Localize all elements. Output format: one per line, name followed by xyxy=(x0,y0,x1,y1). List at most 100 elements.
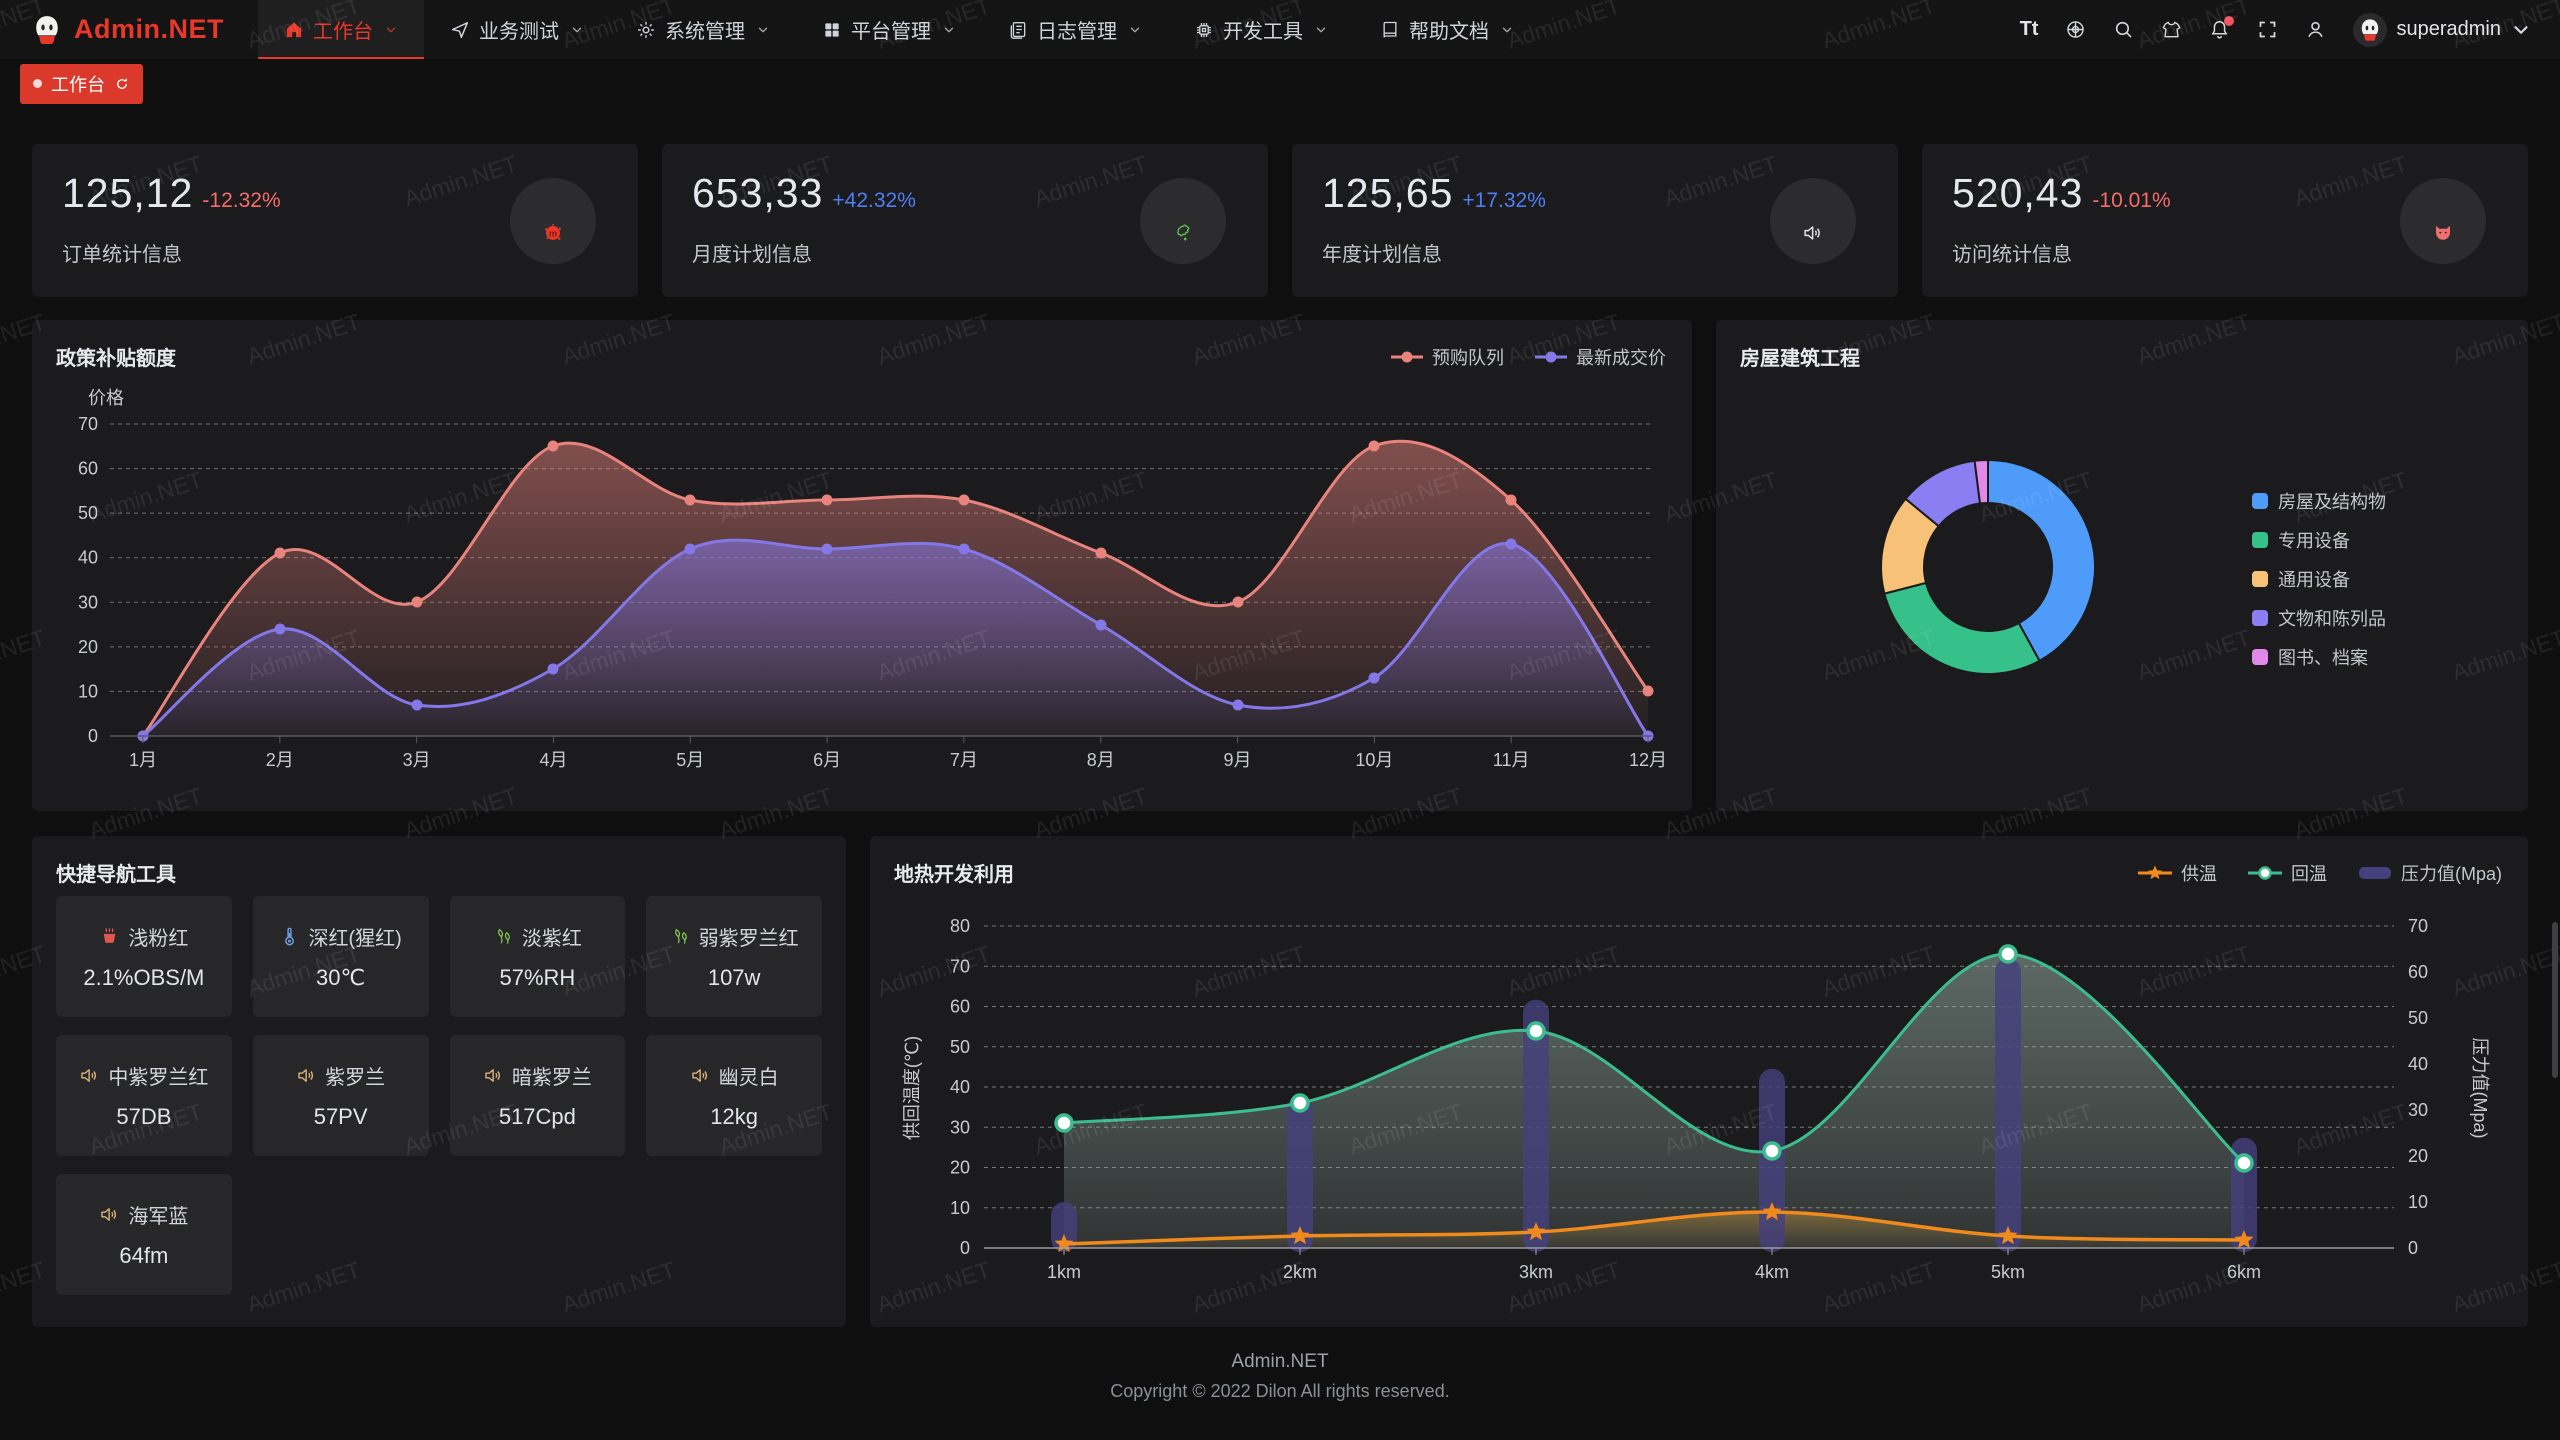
quick-nav-item-8[interactable]: 幽灵白 12kg xyxy=(646,1035,822,1156)
brazier-icon xyxy=(99,926,120,947)
legend-bar-marker-icon xyxy=(2357,865,2393,881)
legend-item-供温[interactable]: 供温 xyxy=(2137,860,2217,886)
legend-swatch-icon xyxy=(2252,571,2268,587)
stat-label: 年度计划信息 xyxy=(1322,244,1442,266)
footer: Admin.NET Copyright © 2022 Dilon All rig… xyxy=(0,1327,2560,1402)
stat-value: 125,65 xyxy=(1322,170,1454,216)
profile-icon xyxy=(2305,19,2326,40)
donut-slice-房屋及结构物[interactable] xyxy=(1987,458,2096,663)
policy-area-chart: 价格 0 10 20 30 40 50 60 70 1月 2月 3月 4月 5月 6月 7月 8月 9月 10月 11… xyxy=(78,388,1667,770)
tabbar: 工作台 xyxy=(0,60,2560,107)
stat-icon-circle xyxy=(1770,178,1856,264)
quick-nav-item-5[interactable]: 中紫罗兰红 57DB xyxy=(56,1035,232,1156)
legend-item-专用设备[interactable]: 专用设备 xyxy=(2252,527,2386,553)
quick-nav-item-value: 107w xyxy=(707,965,761,990)
svg-text:价格: 价格 xyxy=(88,388,124,408)
legend-label: 通用设备 xyxy=(2278,570,2350,590)
house-chart-panel: 房屋建筑工程 房屋及结构物 专用设备通用设备文物和陈列品 图书、档案 xyxy=(1716,320,2528,811)
home-icon xyxy=(284,20,304,40)
theme-icon[interactable] xyxy=(2161,19,2182,40)
stat-icon-circle xyxy=(2400,178,2486,264)
quick-nav-item-2[interactable]: 深红(猩红) 30℃ xyxy=(252,896,429,1017)
svg-text:1月: 1月 xyxy=(129,750,157,770)
menu-item-workbench[interactable]: 工作台 xyxy=(258,0,424,59)
legend-item-房屋及结构物[interactable]: 房屋及结构物 xyxy=(2252,488,2386,514)
main-menu: 工作台 业务测试 系统管理 平台管理 日志管理 开发工具 帮助文档 xyxy=(258,0,1540,59)
geothermal-chart-legend: 供温 回温 压力值(Mpa) xyxy=(2137,860,2502,886)
svg-text:10: 10 xyxy=(950,1198,970,1218)
quick-nav-item-name: 幽灵白 xyxy=(718,1067,779,1089)
profile-icon[interactable] xyxy=(2305,19,2326,40)
svg-text:供回温度(℃): 供回温度(℃) xyxy=(902,1036,922,1140)
donut-slice-图书、档案[interactable] xyxy=(1973,458,1989,505)
leaf-icon xyxy=(670,926,691,947)
stat-card-line: 653,33 +42.32% xyxy=(692,170,1238,217)
svg-text:5km: 5km xyxy=(1991,1262,2025,1282)
svg-text:11月: 11月 xyxy=(1493,750,1530,770)
svg-text:2km: 2km xyxy=(1283,1262,1317,1282)
donut-slice-专用设备[interactable] xyxy=(1883,581,2041,675)
user-name: superadmin xyxy=(2396,18,2501,40)
quick-nav-item-name: 弱紫罗兰红 xyxy=(698,928,799,950)
legend-item-图书、档案[interactable]: 图书、档案 xyxy=(2252,644,2386,670)
chevron-down-icon xyxy=(570,23,584,37)
quick-nav-item-7[interactable]: 暗紫罗兰 517Cpd xyxy=(449,1035,626,1156)
legend-item-最新成交价[interactable]: 最新成交价 xyxy=(1534,344,1666,370)
geothermal-mixed-chart: 0 10 20 30 40 50 60 70 80 0 10 20 30 40 50 60 70 供回温度(℃) 压… xyxy=(902,916,2490,1282)
tab-workbench[interactable]: 工作台 xyxy=(20,63,143,104)
speaker-icon xyxy=(79,1065,100,1086)
svg-text:2月: 2月 xyxy=(266,750,294,770)
svg-text:8月: 8月 xyxy=(1087,750,1115,770)
svg-text:40: 40 xyxy=(950,1077,970,1097)
quick-nav-item-4[interactable]: 弱紫罗兰红 107w xyxy=(646,896,822,1017)
menu-item-help-docs[interactable]: 帮助文档 xyxy=(1354,0,1540,59)
thermometer-icon xyxy=(279,926,300,947)
legend-item-通用设备[interactable]: 通用设备 xyxy=(2252,566,2386,592)
brand[interactable]: Admin.NET xyxy=(0,0,258,59)
stat-cards-row: 125,12 -12.32% 订单统计信息 653,33 +42.32% 月度计划信息 12… xyxy=(32,144,2528,297)
legend-item-压力值(Mpa)[interactable]: 压力值(Mpa) xyxy=(2357,860,2502,886)
quick-nav-item-1[interactable]: 浅粉红 2.1%OBS/M xyxy=(56,896,232,1017)
stat-card-1: 125,12 -12.32% 订单统计信息 xyxy=(32,144,638,297)
quick-nav-item-name: 中紫罗兰红 xyxy=(108,1067,209,1089)
svg-text:3月: 3月 xyxy=(403,750,431,770)
quick-nav-item-3[interactable]: 淡紫红 57%RH xyxy=(449,896,626,1017)
menu-item-log-manage[interactable]: 日志管理 xyxy=(982,0,1168,59)
house-chart-legend: 房屋及结构物 专用设备通用设备文物和陈列品 图书、档案 xyxy=(2252,488,2386,670)
svg-text:6km: 6km xyxy=(2227,1262,2261,1282)
policy-chart-title: 政策补贴额度 xyxy=(56,348,176,370)
house-chart-title: 房屋建筑工程 xyxy=(1740,348,1860,370)
language-icon xyxy=(2065,19,2086,40)
notification-icon[interactable] xyxy=(2209,16,2235,40)
menu-item-dev-tools[interactable]: 开发工具 xyxy=(1168,0,1354,59)
speaker-icon xyxy=(296,1065,317,1086)
font-size-icon[interactable]: Tt xyxy=(2020,18,2039,41)
svg-text:4km: 4km xyxy=(1755,1262,1789,1282)
refresh-icon[interactable] xyxy=(114,76,130,92)
menu-item-label: 业务测试 xyxy=(479,21,559,43)
footer-copyright: Copyright © 2022 Dilon All rights reserv… xyxy=(1110,1381,1450,1401)
svg-text:10: 10 xyxy=(2408,1192,2428,1212)
svg-text:5月: 5月 xyxy=(676,750,704,770)
legend-item-预购队列[interactable]: 预购队列 xyxy=(1390,344,1504,370)
search-icon[interactable] xyxy=(2113,19,2134,40)
svg-text:0: 0 xyxy=(2408,1238,2418,1258)
language-icon[interactable] xyxy=(2065,19,2086,40)
legend-item-回温[interactable]: 回温 xyxy=(2247,860,2327,886)
menu-item-business-test[interactable]: 业务测试 xyxy=(424,0,610,59)
quick-nav-item-header: 淡紫红 xyxy=(493,922,582,951)
user-menu[interactable]: superadmin xyxy=(2353,12,2532,47)
svg-text:压力值(Mpa): 压力值(Mpa) xyxy=(2470,1037,2490,1138)
quick-nav-item-9[interactable]: 海军蓝 64fm xyxy=(56,1174,232,1295)
svg-text:60: 60 xyxy=(2408,962,2428,982)
chevron-down-icon xyxy=(384,23,398,37)
menu-item-platform-manage[interactable]: 平台管理 xyxy=(796,0,982,59)
quick-nav-item-header: 深红(猩红) xyxy=(279,922,402,951)
chevron-down-icon xyxy=(2510,19,2532,41)
leaf-icon xyxy=(493,926,514,947)
fullscreen-icon[interactable] xyxy=(2257,19,2278,40)
quick-nav-item-6[interactable]: 紫罗兰 57PV xyxy=(252,1035,429,1156)
legend-item-文物和陈列品[interactable]: 文物和陈列品 xyxy=(2252,605,2386,631)
scrollbar-thumb[interactable] xyxy=(2552,922,2558,1078)
menu-item-system-manage[interactable]: 系统管理 xyxy=(610,0,796,59)
